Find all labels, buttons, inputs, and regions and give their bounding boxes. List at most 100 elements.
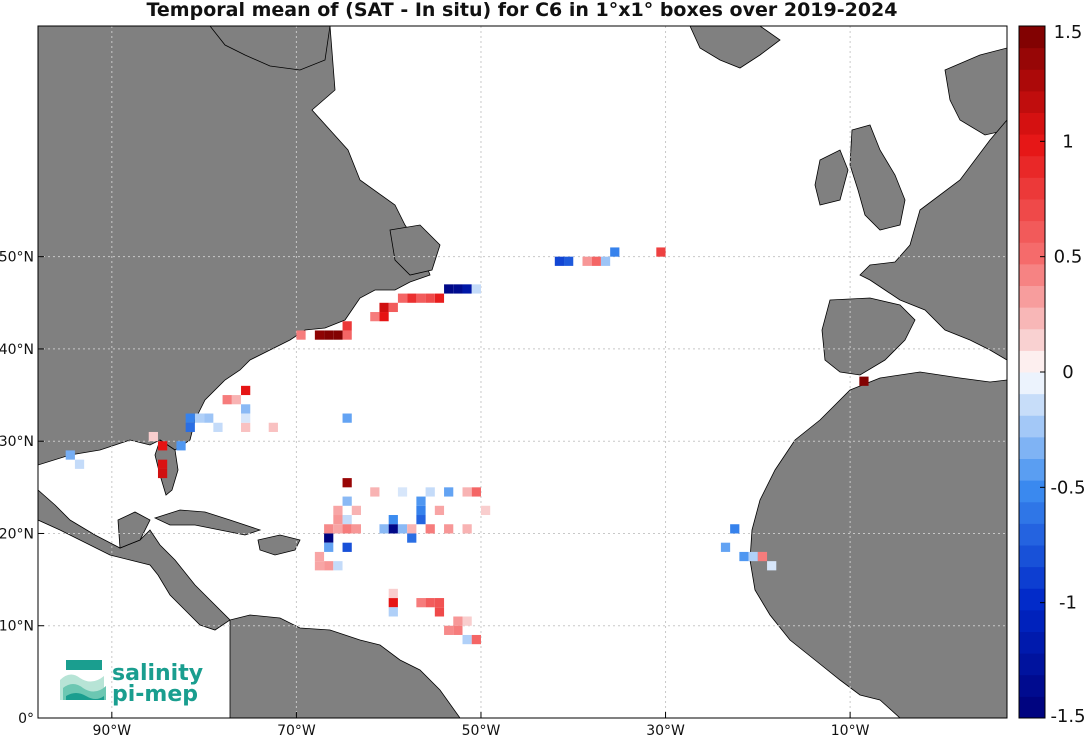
data-cell xyxy=(462,616,472,626)
colorbar-tick-label: -0.5 xyxy=(1050,477,1085,498)
colorbar-segment xyxy=(1019,523,1045,546)
data-cell xyxy=(333,505,343,516)
data-cell xyxy=(453,616,463,626)
x-tick-label: 70°W xyxy=(277,723,316,737)
data-cell xyxy=(407,293,417,303)
colorbar-tick-label: 1 xyxy=(1062,131,1073,152)
data-cell xyxy=(342,542,352,552)
data-cell xyxy=(388,607,398,617)
data-cell xyxy=(157,459,168,469)
colorbar-segment xyxy=(1019,653,1045,676)
land-ireland xyxy=(814,149,849,206)
colorbar-segment xyxy=(1019,566,1045,589)
data-cell xyxy=(859,376,869,386)
data-cell xyxy=(610,247,620,257)
data-cell xyxy=(471,487,481,497)
data-cell xyxy=(333,330,343,340)
figure-title: Temporal mean of (SAT - In situ) for C6 … xyxy=(146,0,897,21)
data-cell xyxy=(416,505,426,516)
data-cell xyxy=(554,256,565,266)
data-cell xyxy=(397,524,408,534)
data-cell xyxy=(582,256,592,266)
data-cell xyxy=(351,524,361,534)
colorbar-segment xyxy=(1019,588,1045,611)
y-tick-label: 0° xyxy=(18,711,34,727)
data-cell xyxy=(379,312,389,322)
data-cell xyxy=(434,505,445,516)
land-greenland-north xyxy=(209,26,331,71)
land-yucatan xyxy=(117,511,151,549)
data-cell xyxy=(591,256,601,266)
colorbar-segment xyxy=(1019,263,1045,286)
data-cell xyxy=(453,625,463,635)
data-cell xyxy=(425,293,435,303)
data-cell xyxy=(342,413,352,423)
data-cell xyxy=(739,551,749,562)
colorbar-segment xyxy=(1019,393,1045,416)
land-greenland xyxy=(689,26,781,69)
land-hispaniola xyxy=(257,534,301,556)
logo-text-salinity: salinity xyxy=(112,661,203,686)
colorbar-segment xyxy=(1019,674,1045,697)
colorbar-segment xyxy=(1019,415,1045,438)
data-cell xyxy=(342,330,352,340)
data-cell xyxy=(185,422,195,432)
data-cell xyxy=(194,413,205,423)
data-cell xyxy=(425,524,435,534)
y-tick-label: 30°N xyxy=(0,434,34,450)
data-cell xyxy=(342,524,352,534)
data-cell xyxy=(656,247,666,257)
data-cell xyxy=(241,404,251,414)
data-cell xyxy=(425,487,435,497)
data-cell xyxy=(333,524,343,534)
data-cell xyxy=(397,293,408,303)
colorbar-segment xyxy=(1019,134,1045,157)
colorbar-segment xyxy=(1019,609,1045,632)
data-cell xyxy=(434,293,445,303)
data-cell xyxy=(296,330,306,340)
data-cell xyxy=(416,293,426,303)
data-cell xyxy=(600,256,611,266)
data-cell xyxy=(462,634,472,645)
colorbar-segment xyxy=(1019,285,1045,308)
colorbar-segment xyxy=(1019,350,1045,373)
data-cell xyxy=(324,330,334,340)
data-cell xyxy=(480,505,491,516)
data-cell xyxy=(176,441,186,451)
colorbar-segment xyxy=(1019,177,1045,200)
data-cell xyxy=(720,542,731,552)
data-cell xyxy=(416,515,426,525)
colorbar-tick-label: -1 xyxy=(1059,593,1077,614)
salinity-pi-mep-logo: salinity pi-mep xyxy=(60,660,203,707)
data-cell xyxy=(388,524,398,534)
y-tick-label: 40°N xyxy=(0,342,34,358)
data-cell xyxy=(370,312,380,322)
data-cell xyxy=(241,385,251,396)
x-tick-label: 10°W xyxy=(831,723,870,737)
data-cell xyxy=(324,542,334,552)
colorbar-tick-label: -1.5 xyxy=(1050,706,1085,727)
data-cell xyxy=(74,459,85,469)
data-cell xyxy=(388,598,398,608)
land-europe xyxy=(859,119,1007,361)
colorbar-segment xyxy=(1019,328,1045,351)
colorbar-segment xyxy=(1019,372,1045,395)
y-axis-ticks: 0° 10°N 20°N 30°N 40°N 50°N xyxy=(0,250,44,727)
land-africa xyxy=(749,371,1007,718)
data-cell xyxy=(333,515,343,525)
land-cuba xyxy=(153,509,262,536)
data-cell xyxy=(342,515,352,525)
data-cell xyxy=(388,302,398,313)
data-cell xyxy=(425,598,435,608)
data-cell xyxy=(324,524,334,534)
data-cell xyxy=(185,413,195,423)
data-cell xyxy=(222,395,232,405)
colorbar-segment xyxy=(1019,631,1045,654)
data-cell xyxy=(462,284,472,294)
colorbar-segment xyxy=(1019,90,1045,113)
data-cell xyxy=(564,256,574,266)
colorbar-tick-label: 1.5 xyxy=(1054,22,1083,43)
land-south-america xyxy=(229,614,461,718)
data-cell xyxy=(314,330,325,340)
